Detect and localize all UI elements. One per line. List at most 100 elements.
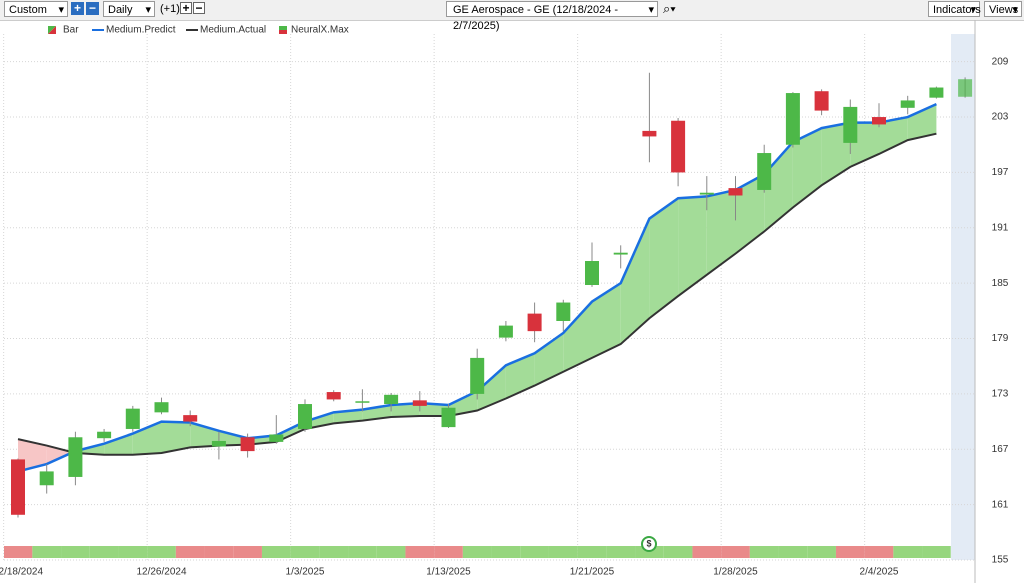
signal-bar [663,546,693,558]
spread-area [792,128,822,208]
candle-body [728,188,743,196]
legend: Bar Medium.Predict Medium.Actual NeuralX… [48,25,349,36]
symbol-select[interactable]: GE Aerospace - GE (12/18/2024 - 2/7/2025… [446,1,658,32]
spread-area [534,332,564,386]
toolbar: Custom + − Daily (+1) + − GE Aerospace -… [0,0,1024,32]
x-tick-label: 2/4/2025 [860,567,899,578]
views-button[interactable]: Views [984,1,1022,18]
signal-bar [261,546,291,558]
candle-body [814,91,829,111]
candle-body [11,459,25,515]
spread-area [505,353,535,399]
signal-bar [290,546,320,558]
candle-body [326,392,341,400]
candle-body [900,100,915,108]
zoom-out[interactable]: − [86,2,99,15]
interval-select[interactable]: Daily [103,1,155,18]
signal-bar [233,546,262,558]
candle-body [699,192,714,195]
spread-area [276,421,305,442]
candle-body [613,252,628,255]
spread-area [821,122,851,186]
spread-area [132,421,162,455]
candle-body [211,440,226,447]
y-tick-label: 155 [992,555,1009,566]
candle-body [125,408,140,429]
legend-icon [279,30,287,34]
signal-bar [405,546,435,558]
x-tick-label: 12/26/2024 [136,567,186,578]
signal-bar [434,546,463,558]
spread-area [391,403,420,417]
signal-bar [89,546,119,558]
spread-area [161,421,191,453]
offset: (+1) [160,3,180,15]
candle-body [355,401,370,403]
spread-area [592,283,621,358]
x-tick-label: 1/13/2025 [426,567,471,578]
legend-label: Medium.Actual [200,25,266,36]
period-select[interactable]: Custom [4,1,68,18]
signal-bar [175,546,205,558]
candle-body [470,357,485,394]
candle-body [183,415,198,422]
signal-bar [864,546,894,558]
candle-body [68,437,83,477]
candle-body [269,434,284,442]
candle-body [39,471,54,486]
y-tick-label: 209 [992,56,1009,67]
signal-bar [61,546,90,558]
spread-area [563,301,592,372]
candle-body [872,117,886,125]
candle-body [97,431,112,439]
spread-area [649,198,679,319]
offset-plus[interactable]: + [180,2,192,14]
y-tick-label: 191 [992,222,1009,233]
candle-body [785,93,800,145]
candle-body [642,130,657,137]
spread-area [18,439,47,472]
candle-body [298,404,312,429]
y-tick-label: 203 [992,112,1009,123]
spread-area [305,412,334,429]
signal-bar [807,546,836,558]
offset-minus[interactable]: − [193,2,205,14]
signal-bar [491,546,521,558]
signal-bar [147,546,176,558]
dividend-icon [643,538,655,550]
candle-body [757,153,772,190]
signal-bar [692,546,722,558]
signal-bar [778,546,808,558]
spread-area [46,445,73,465]
signal-bar [462,546,492,558]
candle-body [527,313,542,332]
candle-body [412,400,427,406]
candle-body [384,394,399,405]
signal-bar [922,546,951,558]
spread-area [190,422,219,448]
search-icon[interactable]: ⌕▾ [663,1,676,16]
spread-area [477,365,506,411]
x-tick-label: 12/18/2024 [0,567,43,578]
signal-bar [749,546,779,558]
legend-icon [48,26,56,34]
signal-bar [606,546,636,558]
signal-bar [348,546,377,558]
legend-label: Medium.Predict [106,25,176,36]
spread-area [907,104,937,141]
y-tick-label: 179 [992,333,1009,344]
spread-area [764,141,793,232]
spread-area [850,122,879,167]
signal-bar [118,546,148,558]
candle-body [585,261,599,286]
zoom-in[interactable]: + [71,2,84,15]
spread-area [448,391,478,417]
spread-area [735,174,765,254]
x-tick-label: 1/3/2025 [286,567,325,578]
spread-area [218,430,248,446]
spread-area [678,196,707,297]
signal-bar [635,546,664,558]
indicators-button[interactable]: Indicators [928,1,981,18]
spread-area [333,409,363,424]
